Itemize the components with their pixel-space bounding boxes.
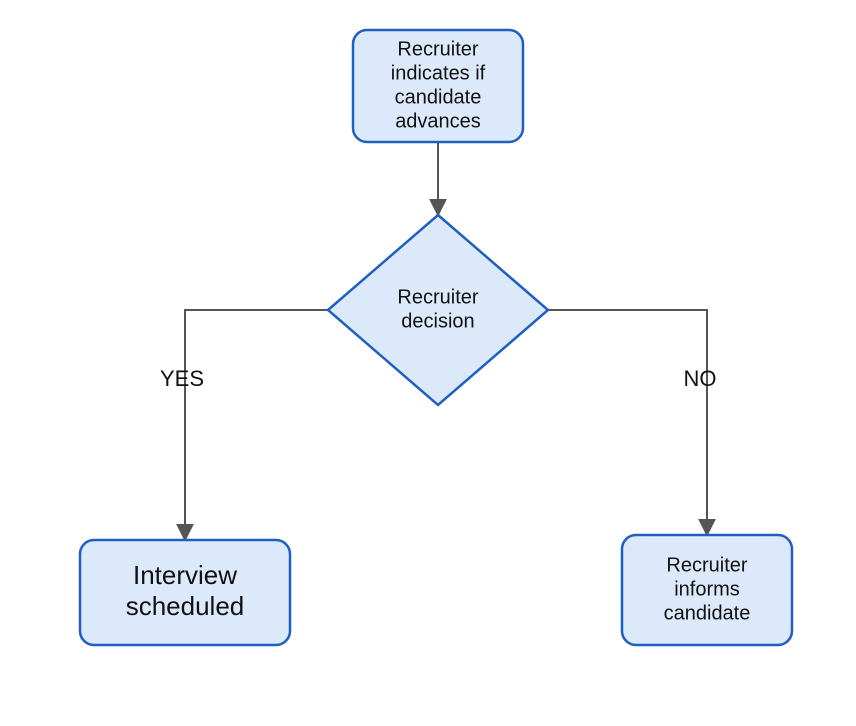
node-text-line: scheduled [126, 591, 245, 621]
node-text-line: indicates if [391, 62, 486, 84]
node-text-line: advances [395, 110, 481, 132]
node-text-line: Interview [133, 560, 237, 590]
node-text-line: Recruiter [666, 554, 747, 576]
edge-e-yes [185, 310, 328, 540]
node-start: Recruiterindicates ifcandidateadvances [353, 30, 523, 142]
node-text-line: decision [401, 310, 474, 332]
node-text-line: candidate [664, 602, 751, 624]
node-text-line: candidate [395, 86, 482, 108]
node-text-line: Recruiter [397, 286, 478, 308]
node-decision: Recruiterdecision [328, 215, 548, 405]
node-text-line: informs [674, 578, 740, 600]
flowchart: YESNORecruiterindicates ifcandidateadvan… [0, 0, 856, 726]
node-no-result: Recruiterinformscandidate [622, 535, 792, 645]
edge-label-e-no: NO [684, 366, 717, 391]
edge-e-no [548, 310, 707, 535]
edge-label-e-yes: YES [160, 366, 204, 391]
node-text-line: Recruiter [397, 38, 478, 60]
node-yes-result: Interviewscheduled [80, 540, 290, 645]
